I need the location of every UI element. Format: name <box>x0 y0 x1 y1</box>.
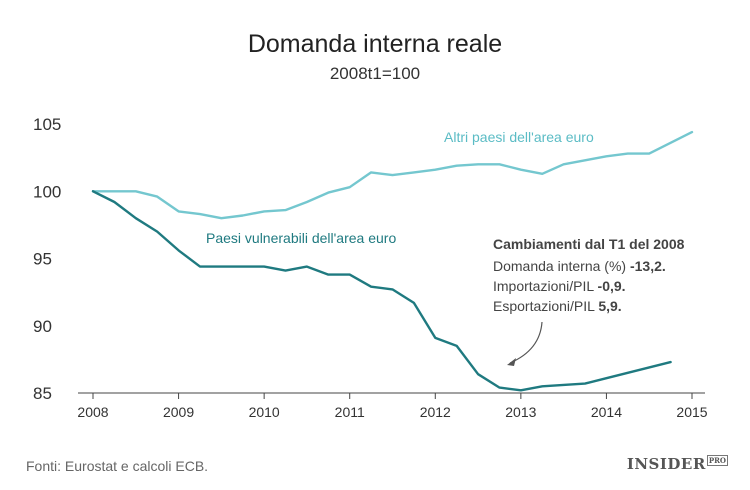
annotation-arrowhead <box>507 358 516 366</box>
y-tick-label: 90 <box>33 317 52 336</box>
x-axis: 2008 2009 2010 2011 2012 2013 2014 2015 <box>77 392 708 420</box>
annotation-value: -13,2. <box>630 258 666 274</box>
x-tick-label: 2010 <box>249 404 280 420</box>
annotation-line-domanda: Domanda interna (%) -13,2. <box>493 258 666 274</box>
chart-title: Domanda interna reale <box>247 30 503 58</box>
annotation-value: 5,9. <box>598 298 621 314</box>
annotation-label: Importazioni/PIL <box>493 278 598 294</box>
series-layer <box>91 130 694 392</box>
y-tick-label: 105 <box>33 115 61 134</box>
annotation-title: Cambiamenti dal T1 del 2008 <box>493 236 685 252</box>
annotation-box: Cambiamenti dal T1 del 2008 Domanda inte… <box>493 236 685 366</box>
chart-subtitle: 2008t1=100 <box>329 64 421 83</box>
series-label-altri: Altri paesi dell'area euro <box>444 129 594 145</box>
series-line-vulnerabili <box>91 190 672 392</box>
annotation-label: Domanda interna (%) <box>493 258 630 274</box>
x-tick-label: 2008 <box>77 404 108 420</box>
annotation-arrow <box>509 321 543 364</box>
series-label-vulnerabili: Paesi vulnerabili dell'area euro <box>206 230 396 246</box>
y-tick-label: 100 <box>33 182 61 201</box>
annotation-line-importazioni: Importazioni/PIL -0,9. <box>493 278 626 294</box>
y-axis-ticks: 85 90 95 100 105 <box>33 115 61 403</box>
x-tick-label: 2014 <box>591 404 622 420</box>
annotation-value: -0,9. <box>598 278 626 294</box>
source-note: Fonti: Eurostat e calcoli ECB. <box>26 458 209 474</box>
series-line-altri <box>91 130 694 220</box>
brand-suffix: PRO <box>706 455 728 466</box>
brand-name: INSIDER <box>626 455 706 473</box>
x-tick-label: 2015 <box>676 404 707 420</box>
y-tick-label: 85 <box>33 384 52 403</box>
annotation-label: Esportazioni/PIL <box>493 298 598 314</box>
y-tick-label: 95 <box>33 250 52 269</box>
x-tick-label: 2012 <box>420 404 451 420</box>
x-tick-label: 2009 <box>163 404 194 420</box>
annotation-line-esportazioni: Esportazioni/PIL 5,9. <box>493 298 622 314</box>
x-tick-label: 2011 <box>335 404 365 420</box>
x-tick-label: 2013 <box>505 404 536 420</box>
brand-logo: INSIDER PRO <box>627 455 728 473</box>
